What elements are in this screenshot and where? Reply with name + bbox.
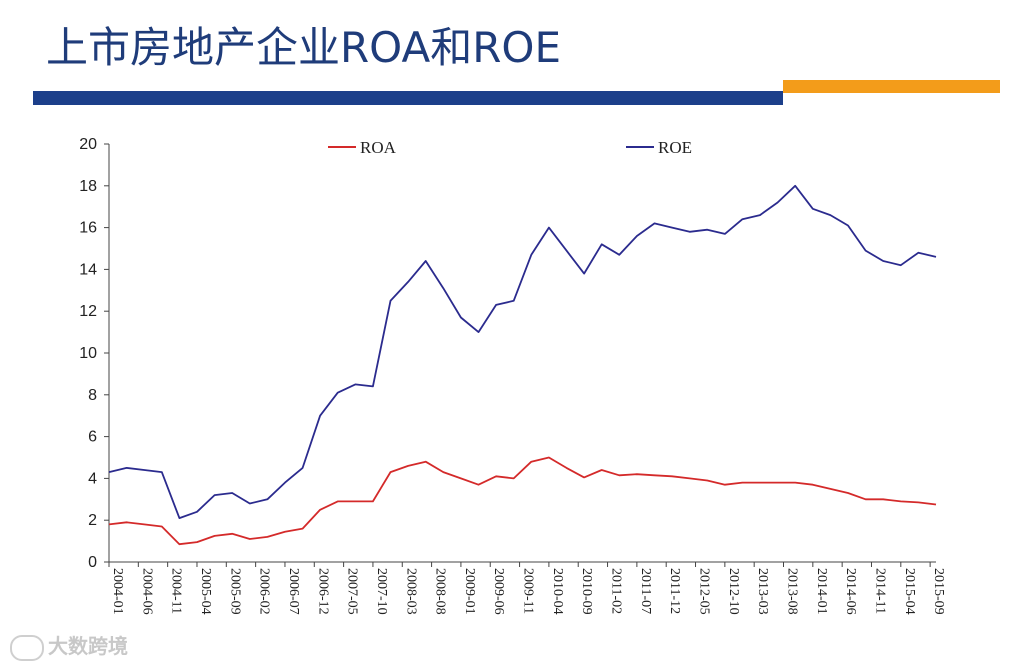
series-line-roa <box>108 456 937 546</box>
x-tick-label: 2009-01 <box>462 568 477 615</box>
legend-label-roa: ROA <box>360 138 397 157</box>
x-tick-label: 2007-05 <box>345 568 360 615</box>
x-tick-label: 2004-11 <box>169 568 184 614</box>
logo-icon <box>10 634 44 661</box>
watermark-text: 大数跨境 <box>48 634 128 658</box>
page-title: 上市房地产企业ROA和ROE <box>46 23 562 72</box>
x-tick-label: 2014-06 <box>843 568 858 615</box>
legend-label-roe: ROE <box>658 138 692 157</box>
watermark: 大数跨境 <box>10 630 128 661</box>
x-axis-ticks: 2004-01 2004-06 2004-11 2005-04 2005-09 2006-… <box>108 562 946 615</box>
x-tick-label: 2015-09 <box>931 568 946 615</box>
x-tick-label: 2012-05 <box>697 568 712 615</box>
x-tick-label: 2008-08 <box>433 568 448 615</box>
x-tick-label: 2006-02 <box>257 568 272 615</box>
chart-legend: ROE ROA <box>328 138 692 157</box>
x-tick-label: 2009-06 <box>491 568 506 615</box>
y-tick-label: 2 <box>88 512 97 529</box>
series-line-roe <box>108 184 937 519</box>
y-tick-label: 6 <box>88 429 97 446</box>
x-tick-label: 2005-09 <box>227 568 242 615</box>
x-tick-label: 2011-12 <box>667 568 682 614</box>
y-tick-label: 20 <box>79 136 97 153</box>
x-tick-label: 2011-02 <box>609 568 624 614</box>
x-tick-label: 2005-04 <box>198 568 213 615</box>
y-tick-label: 12 <box>79 303 97 320</box>
y-axis-ticks: 0 2 4 6 8 10 12 14 16 18 20 <box>79 136 109 571</box>
chart-lines <box>108 184 937 546</box>
x-tick-label: 2014-11 <box>872 568 887 614</box>
y-tick-label: 8 <box>88 387 97 404</box>
x-tick-label: 2006-12 <box>315 568 330 615</box>
x-tick-label: 2015-04 <box>902 568 917 615</box>
title-underline-orange <box>783 80 1000 93</box>
y-tick-label: 16 <box>79 220 97 237</box>
x-tick-label: 2007-10 <box>374 568 389 615</box>
x-tick-label: 2008-03 <box>403 568 418 615</box>
y-tick-label: 4 <box>88 470 97 487</box>
x-tick-label: 2014-01 <box>814 568 829 615</box>
x-tick-label: 2010-04 <box>550 568 565 615</box>
x-tick-label: 2004-06 <box>139 568 154 615</box>
x-tick-label: 2012-10 <box>726 568 741 615</box>
x-tick-label: 2009-11 <box>521 568 536 614</box>
x-tick-label: 2010-09 <box>579 568 594 615</box>
y-tick-label: 10 <box>79 345 97 362</box>
y-tick-label: 0 <box>88 554 97 571</box>
y-tick-label: 18 <box>79 178 97 195</box>
x-tick-label: 2011-07 <box>638 568 653 614</box>
x-tick-label: 2006-07 <box>286 568 301 615</box>
x-tick-label: 2013-08 <box>785 568 800 615</box>
x-tick-label: 2013-03 <box>755 568 770 615</box>
title-underline-blue <box>33 91 783 105</box>
x-tick-label: 2004-01 <box>110 568 125 615</box>
y-tick-label: 14 <box>79 261 97 278</box>
